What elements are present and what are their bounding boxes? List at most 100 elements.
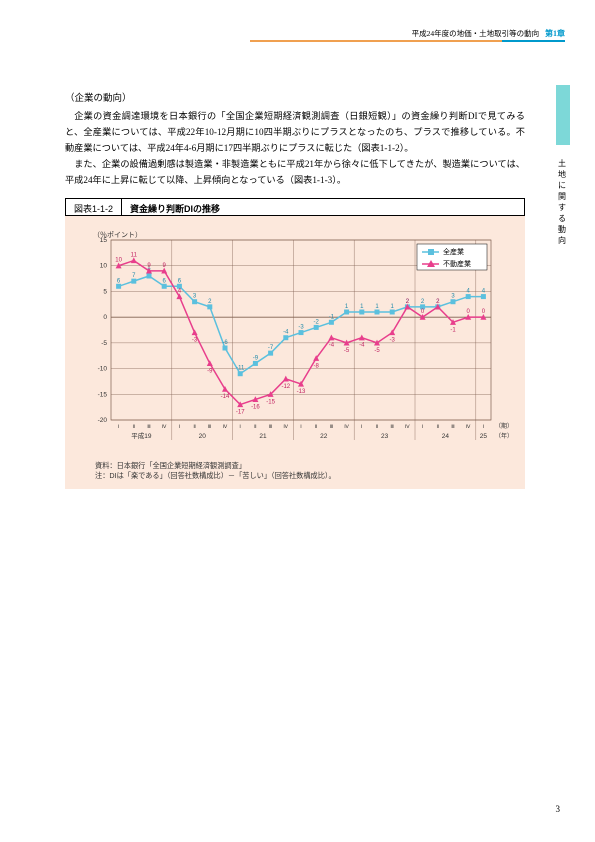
side-tab [556, 85, 570, 145]
svg-text:10: 10 [100, 263, 108, 270]
svg-text:5: 5 [103, 288, 107, 295]
paragraph: 企業の資金調達環境を日本銀行の「全国企業短期経済観測調査（日銀短観）」の資金繰り… [65, 108, 525, 156]
svg-text:-13: -13 [297, 389, 306, 395]
svg-text:（年）: （年） [495, 432, 511, 440]
svg-text:0: 0 [467, 309, 471, 315]
chart-svg: （％ポイント）-20-15-10-5051015ⅠⅡⅢⅣⅠⅡⅢⅣⅠⅡⅢⅣⅠⅡⅢⅣ… [79, 226, 511, 461]
svg-text:1: 1 [360, 304, 364, 310]
svg-text:21: 21 [259, 433, 267, 440]
svg-text:Ⅰ: Ⅰ [422, 424, 424, 430]
svg-text:15: 15 [100, 237, 108, 244]
caption-note: 注：DIは「楽である」（回答社数構成比）－「苦しい」（回答社数構成比）。 [95, 471, 511, 481]
svg-text:-3: -3 [390, 338, 396, 344]
svg-text:Ⅰ: Ⅰ [483, 424, 485, 430]
svg-text:7: 7 [132, 273, 136, 279]
svg-text:Ⅱ: Ⅱ [133, 424, 136, 430]
svg-text:-1: -1 [329, 314, 335, 320]
svg-text:-12: -12 [281, 384, 290, 390]
svg-text:24: 24 [442, 433, 450, 440]
svg-text:平成19: 平成19 [131, 431, 152, 440]
svg-text:-5: -5 [101, 340, 107, 347]
svg-text:2: 2 [406, 299, 410, 305]
svg-text:-9: -9 [207, 368, 213, 374]
svg-text:-11: -11 [236, 366, 245, 372]
svg-text:（期）: （期） [495, 422, 511, 430]
svg-text:Ⅰ: Ⅰ [361, 424, 363, 430]
svg-text:Ⅰ: Ⅰ [179, 424, 181, 430]
svg-text:Ⅲ: Ⅲ [451, 424, 455, 430]
svg-text:1: 1 [391, 304, 395, 310]
svg-text:6: 6 [117, 278, 121, 284]
svg-text:Ⅳ: Ⅳ [162, 424, 167, 430]
svg-text:-20: -20 [98, 417, 108, 424]
svg-text:Ⅱ: Ⅱ [437, 424, 440, 430]
svg-text:-5: -5 [344, 348, 350, 354]
svg-text:Ⅳ: Ⅳ [283, 424, 288, 430]
svg-text:Ⅲ: Ⅲ [390, 424, 394, 430]
svg-text:-16: -16 [251, 404, 260, 410]
svg-text:3: 3 [451, 294, 455, 300]
svg-text:6: 6 [178, 278, 182, 284]
page-number: 3 [556, 804, 561, 814]
caption-source: 資料：日本銀行「全国企業短期経済観測調査」 [95, 461, 511, 471]
svg-text:-4: -4 [283, 330, 289, 336]
svg-text:22: 22 [320, 433, 328, 440]
svg-text:-4: -4 [329, 343, 335, 349]
chart-area: （％ポイント）-20-15-10-5051015ⅠⅡⅢⅣⅠⅡⅢⅣⅠⅡⅢⅣⅠⅡⅢⅣ… [79, 226, 511, 461]
svg-text:Ⅱ: Ⅱ [193, 424, 196, 430]
figure-title: 資金繰り判断DIの推移 [122, 199, 228, 215]
header-chapter: 第1章 [545, 29, 565, 38]
side-label: 土地に関する動向 [557, 158, 567, 246]
figure-title-bar: 図表1-1-2 資金繰り判断DIの推移 [65, 198, 525, 216]
svg-text:2: 2 [208, 299, 212, 305]
svg-text:Ⅲ: Ⅲ [147, 424, 151, 430]
svg-text:-3: -3 [298, 325, 304, 331]
svg-text:全産業: 全産業 [443, 247, 464, 256]
paragraph: また、企業の設備過剰感は製造業・非製造業ともに平成21年から徐々に低下してきたが… [65, 156, 525, 188]
chart-panel: （％ポイント）-20-15-10-5051015ⅠⅡⅢⅣⅠⅡⅢⅣⅠⅡⅢⅣⅠⅡⅢⅣ… [65, 216, 525, 489]
svg-text:-17: -17 [236, 410, 245, 416]
svg-text:Ⅰ: Ⅰ [239, 424, 241, 430]
svg-text:不動産業: 不動産業 [443, 259, 471, 268]
svg-text:Ⅱ: Ⅱ [376, 424, 379, 430]
running-header: 平成24年度の地価・土地取引等の動向 第1章 [412, 28, 565, 39]
svg-text:-14: -14 [221, 394, 230, 400]
svg-text:6: 6 [163, 278, 167, 284]
svg-text:-5: -5 [374, 348, 380, 354]
svg-text:Ⅲ: Ⅲ [208, 424, 212, 430]
svg-text:0: 0 [421, 309, 425, 315]
svg-text:Ⅳ: Ⅳ [466, 424, 471, 430]
svg-text:Ⅳ: Ⅳ [405, 424, 410, 430]
svg-text:Ⅳ: Ⅳ [344, 424, 349, 430]
svg-text:1: 1 [375, 304, 379, 310]
svg-text:Ⅰ: Ⅰ [300, 424, 302, 430]
header-rule [250, 40, 565, 42]
svg-text:0: 0 [103, 314, 107, 321]
header-text: 平成24年度の地価・土地取引等の動向 [412, 29, 540, 38]
chart-caption: 資料：日本銀行「全国企業短期経済観測調査」 注：DIは「楽である」（回答社数構成… [79, 461, 511, 481]
svg-text:-10: -10 [98, 366, 108, 373]
svg-text:-1: -1 [450, 327, 456, 333]
svg-text:Ⅰ: Ⅰ [118, 424, 120, 430]
svg-text:Ⅲ: Ⅲ [330, 424, 334, 430]
svg-text:-8: -8 [314, 363, 320, 369]
svg-text:23: 23 [381, 433, 389, 440]
svg-text:-9: -9 [253, 355, 259, 361]
svg-text:20: 20 [199, 433, 207, 440]
svg-text:2: 2 [436, 299, 440, 305]
svg-text:3: 3 [193, 294, 197, 300]
section-heading: （企業の動向） [65, 90, 525, 104]
svg-text:-3: -3 [192, 338, 198, 344]
svg-text:-6: -6 [222, 340, 228, 346]
figure-number: 図表1-1-2 [66, 199, 122, 215]
svg-text:-7: -7 [268, 345, 274, 351]
svg-text:2: 2 [421, 299, 425, 305]
svg-text:-15: -15 [266, 399, 275, 405]
svg-text:-15: -15 [98, 391, 108, 398]
svg-text:-4: -4 [359, 343, 365, 349]
svg-text:-2: -2 [314, 319, 320, 325]
svg-text:1: 1 [345, 304, 349, 310]
svg-text:0: 0 [482, 309, 486, 315]
svg-text:Ⅳ: Ⅳ [223, 424, 228, 430]
svg-text:Ⅱ: Ⅱ [315, 424, 318, 430]
